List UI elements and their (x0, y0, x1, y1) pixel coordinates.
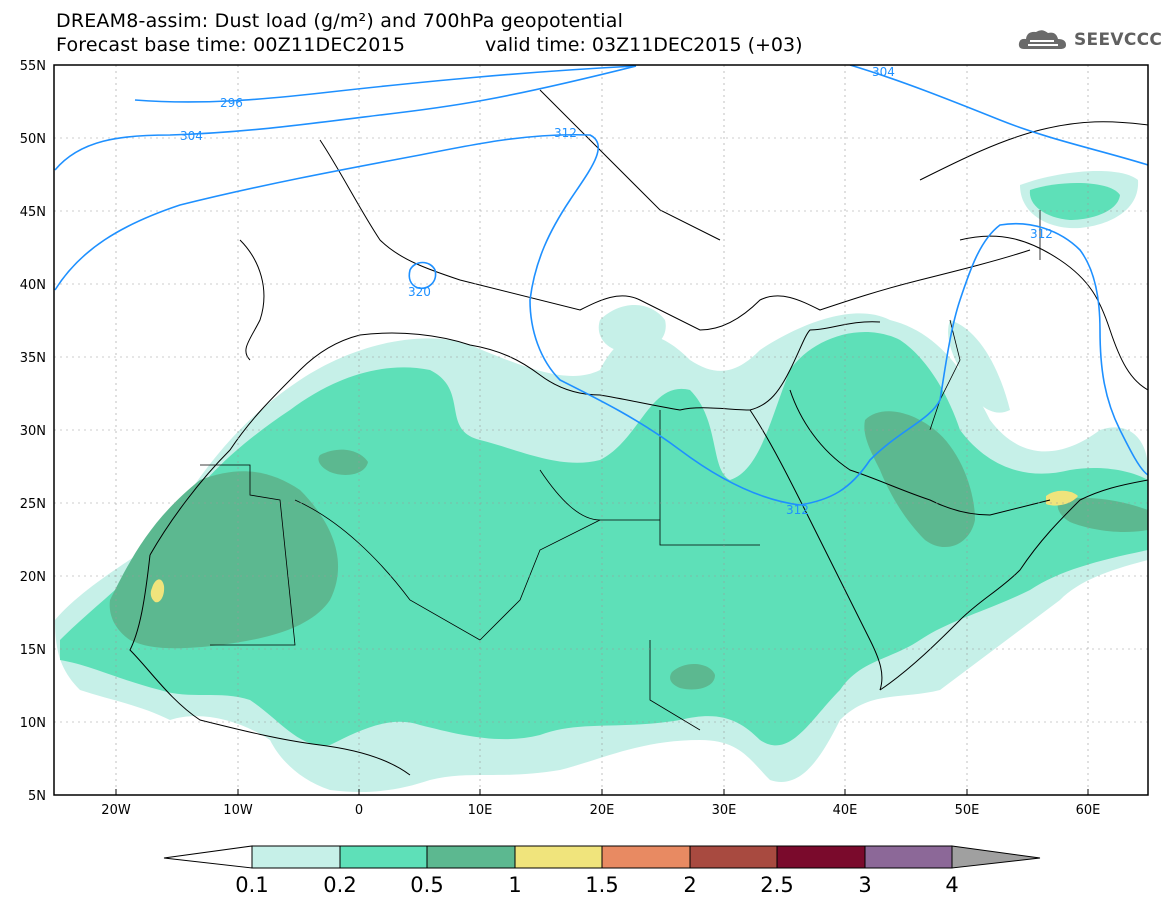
colorbar-tick: 4 (945, 873, 958, 897)
dust-region-peak-east (1046, 490, 1078, 506)
colorbar-segment (601, 845, 691, 869)
lat-label: 5N (28, 789, 46, 804)
country-borders (200, 210, 1041, 731)
dust-region-dense-sahel (670, 664, 715, 690)
seevccc-logo: SEEVCCC (1018, 28, 1162, 52)
contour-label: 320 (408, 285, 431, 299)
cloud-icon (1018, 30, 1066, 49)
frame-ticks (115, 789, 1089, 795)
lat-label: 20N (20, 570, 46, 585)
contour-label: 312 (786, 503, 809, 517)
lat-label: 55N (20, 59, 46, 74)
contour-label-group: 296 304 312 304 312 320 312 (180, 65, 1053, 517)
lon-label: 10W (223, 803, 253, 818)
lon-label: 40E (833, 803, 858, 818)
lon-label: 30E (712, 803, 737, 818)
lat-label: 30N (20, 424, 46, 439)
colorbar-tick: 1 (508, 873, 521, 897)
lon-label: 20W (101, 803, 131, 818)
lat-label: 25N (20, 497, 46, 512)
lat-label: 50N (20, 132, 46, 147)
dust-region-medium-ne (1029, 183, 1120, 220)
colorbar-ticks: 0.1 0.2 0.5 1 1.5 2 2.5 3 4 (235, 873, 958, 897)
lat-label: 45N (20, 205, 46, 220)
lon-label: 60E (1076, 803, 1101, 818)
lat-label: 15N (20, 643, 46, 658)
colorbar: 0.1 0.2 0.5 1 1.5 2 2.5 3 4 (163, 845, 1041, 897)
colorbar-segment (864, 845, 953, 869)
colorbar-tick: 0.1 (235, 873, 268, 897)
colorbar-segment (776, 845, 866, 869)
dust-region-light-med (598, 305, 666, 353)
coastlines (129, 89, 1148, 776)
map-canvas (54, 65, 1148, 795)
dust-region-light-ne2 (948, 320, 1010, 413)
lat-label: 10N (20, 716, 46, 731)
contour-label: 296 (220, 96, 243, 110)
colorbar-tick: 2.5 (760, 873, 793, 897)
dust-region-dense-west (109, 471, 339, 649)
colorbar-segment (251, 845, 341, 869)
lon-label: 0 (355, 803, 363, 818)
colorbar-tick: 3 (858, 873, 871, 897)
lat-label: 35N (20, 351, 46, 366)
colorbar-segment (514, 845, 603, 869)
contour-label: 304 (180, 129, 203, 143)
map-frame (53, 64, 1149, 796)
colorbar-tick: 0.5 (410, 873, 443, 897)
colorbar-tick: 1.5 (585, 873, 618, 897)
lon-label: 10E (468, 803, 493, 818)
contour-label: 312 (1030, 227, 1053, 241)
colorbar-segment (339, 845, 428, 869)
colorbar-tick: 2 (683, 873, 696, 897)
colorbar-extend-high (951, 845, 1041, 869)
logo-text: SEEVCCC (1074, 30, 1163, 50)
colorbar-tick: 0.2 (323, 873, 356, 897)
lon-labels: 20W 10W 0 10E 20E 30E 40E 50E 60E (101, 803, 1100, 818)
colorbar-extend-low (163, 845, 253, 869)
colorbar-segment (689, 845, 778, 869)
lon-label: 20E (590, 803, 615, 818)
colorbar-segment (426, 845, 516, 869)
dust-region-peak-west (150, 579, 165, 603)
dust-region-dense-arabia (864, 411, 975, 548)
lon-label: 50E (955, 803, 980, 818)
contour-label: 312 (554, 126, 577, 140)
dust-region-dense-north (318, 449, 368, 475)
lat-label: 40N (20, 278, 46, 293)
valid-time: valid time: 03Z11DEC2015 (+03) (485, 34, 803, 56)
map-title: DREAM8-assim: Dust load (g/m²) and 700hP… (56, 10, 624, 32)
grid-lines (54, 65, 1148, 795)
dust-region-dense-east (1057, 498, 1148, 533)
contour-label: 304 (872, 65, 895, 79)
geopotential-contours (54, 65, 1148, 506)
lat-labels: 55N 50N 45N 40N 35N 30N 25N 20N 15N 10N … (20, 59, 46, 804)
forecast-base-time: Forecast base time: 00Z11DEC2015 (56, 34, 406, 56)
